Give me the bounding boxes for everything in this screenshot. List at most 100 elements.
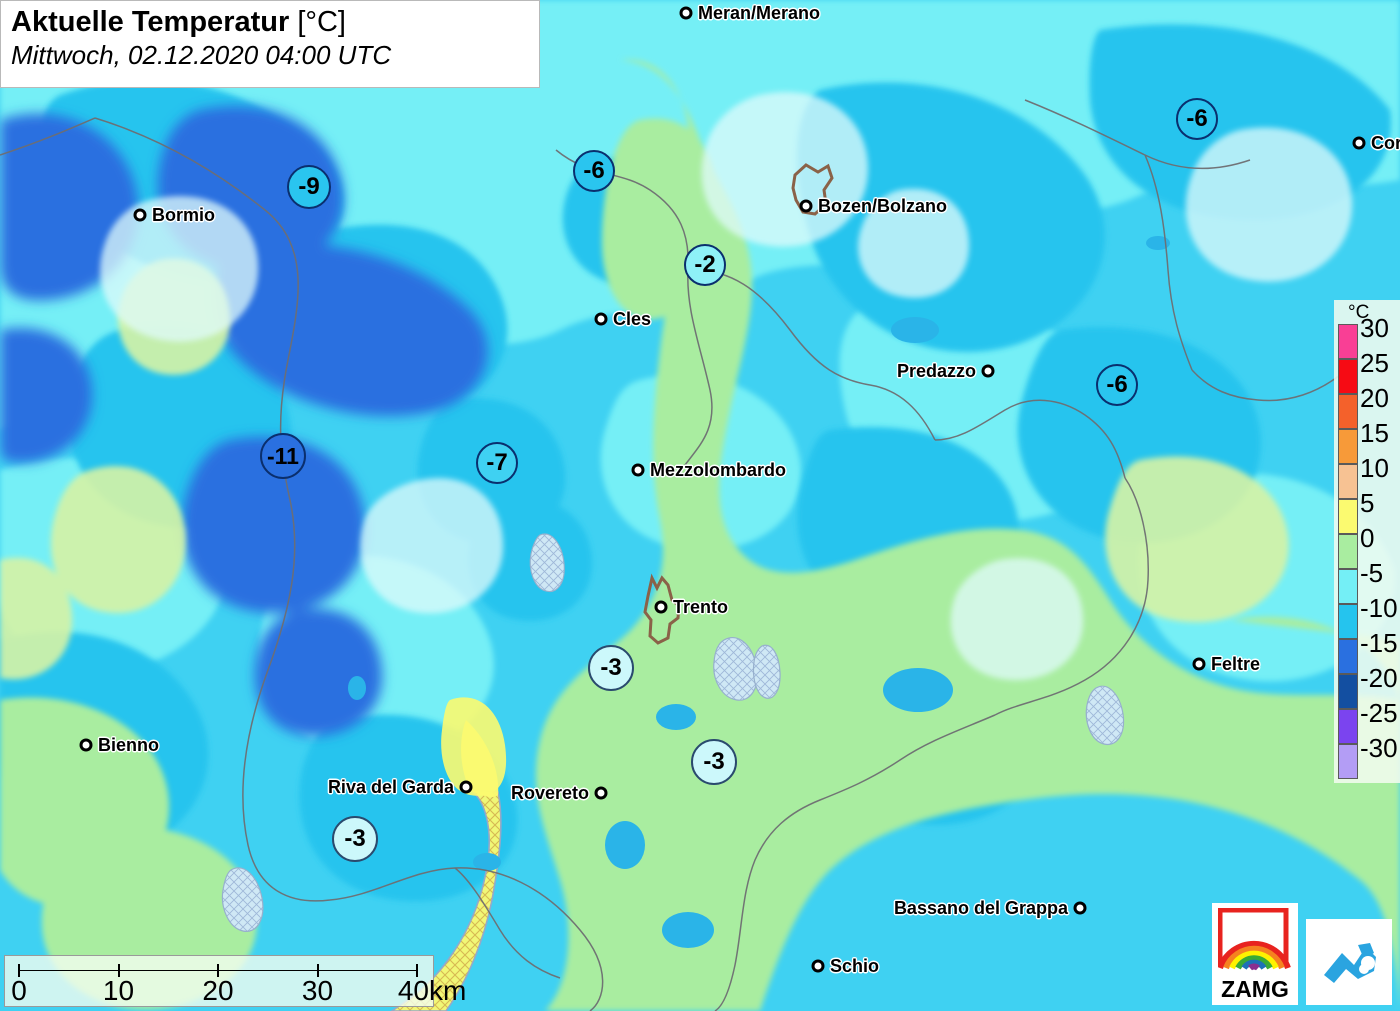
legend-label: 10: [1360, 453, 1389, 483]
scale-bar: 0 10 20 30 40km: [4, 955, 466, 1007]
map-title-box: Aktuelle Temperatur [°C] Mittwoch, 02.12…: [0, 0, 540, 88]
city-dot-icon: [594, 312, 608, 326]
legend-label: -25: [1360, 698, 1398, 728]
scale-label: 0: [11, 975, 27, 1006]
city-label: Bienno: [98, 735, 159, 755]
legend-label: 15: [1360, 418, 1389, 448]
legend-row: 5: [1334, 488, 1400, 534]
station-temperature-marker[interactable]: -6: [1176, 98, 1218, 140]
mountain-arrow-icon: [1324, 943, 1376, 983]
city-label: Rovereto: [510, 783, 589, 803]
legend-swatch: [1338, 674, 1358, 709]
station-temperature-marker[interactable]: -6: [1096, 364, 1138, 406]
scale-label: 20: [202, 975, 234, 1006]
city-label: Meran/Merano: [698, 3, 821, 23]
legend-swatch: [1338, 744, 1358, 779]
partner-logo[interactable]: [1306, 919, 1392, 1005]
logo-group: ZAMG: [1212, 903, 1392, 1005]
city-dot-icon: [981, 364, 995, 378]
legend-row: -25: [1334, 698, 1400, 744]
legend-swatch: [1338, 324, 1358, 359]
station-temperature-marker[interactable]: -2: [684, 244, 726, 286]
zamg-logo[interactable]: ZAMG: [1212, 903, 1298, 1005]
scale-tick: [18, 964, 20, 977]
legend-label: -5: [1360, 558, 1384, 588]
legend-row: -30: [1334, 733, 1400, 779]
legend-label: -15: [1360, 628, 1398, 658]
city-dot-icon: [459, 780, 473, 794]
scale-tick: [217, 964, 219, 977]
city-dot-icon: [594, 786, 608, 800]
legend-swatch: [1338, 394, 1358, 429]
legend-row: -10: [1334, 593, 1400, 639]
legend-swatch: [1338, 604, 1358, 639]
city-dot-icon: [654, 600, 668, 614]
station-temperature-marker[interactable]: -7: [476, 442, 518, 484]
city-dot-icon: [1352, 136, 1366, 150]
legend-rows: 30 25 20 15 10 5 0 -5 -10 -15 -20 -25 -30: [1334, 313, 1400, 779]
legend-label: 25: [1360, 348, 1389, 378]
city-label: Bormio: [152, 205, 215, 225]
legend-swatch: [1338, 639, 1358, 674]
city-label: Mezzolombardo: [650, 460, 787, 480]
city-label: Corti: [1371, 133, 1400, 153]
legend-label: -30: [1360, 733, 1398, 763]
zamg-logo-text: ZAMG: [1221, 976, 1289, 1002]
legend-label: 30: [1360, 313, 1389, 343]
city-label: Cles: [613, 309, 652, 329]
scale-label: 40km: [397, 975, 467, 1006]
legend-label: 20: [1360, 383, 1389, 413]
title-unit-text: [°C]: [297, 6, 346, 38]
legend-row: 0: [1334, 523, 1400, 569]
legend-swatch: [1338, 359, 1358, 394]
scale-tick: [316, 964, 319, 977]
legend-unit-label: °C: [1348, 302, 1370, 323]
station-temperature-marker[interactable]: -3: [691, 739, 737, 785]
city-label: Schio: [830, 956, 880, 976]
city-label: Bassano del Grappa: [893, 898, 1068, 918]
rainbow-icon: [1218, 908, 1291, 971]
scale-label: 10: [102, 975, 135, 1006]
legend-row: 25: [1334, 348, 1400, 394]
legend-label: -20: [1360, 663, 1398, 693]
scale-tick: [416, 964, 418, 977]
station-temperature-marker[interactable]: -3: [588, 645, 634, 691]
page-title: Aktuelle Temperatur [°C]: [11, 5, 539, 39]
legend-row: 15: [1334, 418, 1400, 464]
legend-swatch: [1338, 709, 1358, 744]
legend-row: -20: [1334, 663, 1400, 709]
legend-row: 10: [1334, 453, 1400, 499]
legend-row: 30: [1334, 313, 1400, 359]
city-dot-icon: [1073, 901, 1087, 915]
title-datetime: Mittwoch, 02.12.2020 04:00 UTC: [11, 40, 392, 70]
title-main-text: Aktuelle Temperatur: [11, 6, 290, 38]
legend-row: -15: [1334, 628, 1400, 674]
station-temperature-marker[interactable]: -3: [332, 816, 378, 862]
legend-row: 20: [1334, 383, 1400, 429]
color-legend: °C 30 25 20 15 10 5 0 -5 -10 -15 -20 -25 -30: [1334, 300, 1400, 783]
city-dot-icon: [1192, 657, 1206, 671]
city-dot-icon: [631, 463, 645, 477]
city-dot-icon: [133, 208, 147, 222]
city-label: Riva del Garda: [327, 777, 454, 797]
legend-swatch: [1338, 534, 1358, 569]
station-temperature-marker[interactable]: -6: [573, 150, 615, 192]
station-temperature-marker[interactable]: -11: [260, 433, 306, 479]
city-label: Feltre: [1211, 654, 1261, 674]
city-label: Predazzo: [896, 361, 976, 381]
city-label: Bozen/Bolzano: [818, 196, 947, 216]
legend-swatch: [1338, 499, 1358, 534]
city-label: Trento: [673, 597, 729, 617]
city-dot-icon: [79, 738, 93, 752]
city-dot-icon: [811, 959, 825, 973]
legend-swatch: [1338, 569, 1358, 604]
city-dot-icon: [799, 199, 813, 213]
legend-label: 0: [1360, 523, 1375, 553]
station-temperature-marker[interactable]: -9: [287, 165, 331, 209]
legend-swatch: [1338, 464, 1358, 499]
legend-label: 5: [1360, 488, 1375, 518]
scale-label: 30: [301, 975, 334, 1006]
legend-row: -5: [1334, 558, 1400, 604]
